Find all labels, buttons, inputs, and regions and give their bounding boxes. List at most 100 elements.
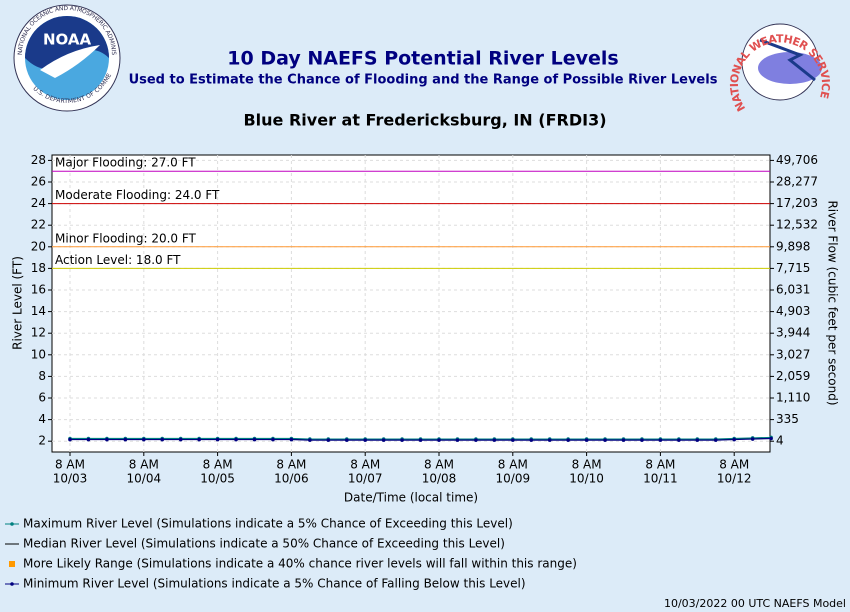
series-point	[584, 438, 589, 442]
series-point	[160, 437, 165, 442]
series-point	[86, 437, 91, 442]
legend-label: Median River Level (Simulations indicate…	[23, 537, 505, 551]
y-tick-label: 6	[38, 391, 46, 405]
threshold-label: Minor Flooding: 20.0 FT	[55, 231, 197, 245]
y2-tick-label: 49,706	[776, 153, 818, 167]
x-tick-label: 8 AM	[424, 458, 454, 472]
y2-tick-label: 6,031	[776, 283, 810, 297]
threshold-label: Action Level: 18.0 FT	[55, 253, 181, 267]
x-tick-label: 8 AM	[350, 458, 380, 472]
y-tick-label: 20	[31, 239, 46, 253]
x-tick-label: 8 AM	[645, 458, 675, 472]
series-point	[68, 437, 72, 442]
series-point	[234, 437, 238, 442]
x-tick-label: 8 AM	[55, 458, 85, 472]
series-point	[123, 437, 128, 442]
x-tick-label: 10/11	[643, 472, 678, 486]
x-tick-label: 8 AM	[572, 458, 602, 472]
series-point	[363, 438, 368, 442]
series-point	[658, 438, 663, 442]
series-point	[474, 438, 478, 442]
legend-label: More Likely Range (Simulations indicate …	[23, 557, 577, 571]
y2-tick-label: 3,027	[776, 347, 810, 361]
series-point	[289, 437, 294, 442]
series-point	[529, 438, 534, 442]
y-tick-label: 28	[31, 153, 46, 167]
series-point	[197, 437, 201, 442]
series-point	[215, 437, 220, 442]
series-point	[511, 438, 515, 442]
plot-area	[51, 154, 771, 453]
series-point	[252, 437, 257, 442]
x-tick-label: 10/12	[717, 472, 752, 486]
station-title: Blue River at Fredericksburg, IN (FRDI3)	[243, 111, 606, 130]
legend-swatch	[10, 582, 14, 586]
series-point	[418, 438, 423, 442]
y2-tick-label: 4,903	[776, 304, 810, 318]
y2-tick-label: 12,532	[776, 218, 818, 232]
y-tick-label: 24	[31, 196, 46, 210]
series-point	[750, 437, 755, 441]
x-tick-label: 10/10	[569, 472, 604, 486]
series-point	[105, 437, 109, 442]
series-point	[492, 438, 497, 442]
series-point	[455, 438, 460, 442]
series-point	[732, 437, 736, 442]
series-point	[547, 438, 552, 442]
x-tick-label: 10/08	[422, 472, 457, 486]
y2-tick-label: 4	[776, 434, 784, 448]
x-tick-label: 8 AM	[498, 458, 528, 472]
x-tick-label: 10/07	[348, 472, 383, 486]
legend-swatch	[10, 522, 14, 526]
x-tick-label: 8 AM	[129, 458, 159, 472]
series-point	[142, 437, 146, 442]
y2-tick-label: 1,110	[776, 391, 810, 405]
noaa-name: NOAA	[43, 31, 92, 49]
y2-axis-label: River Flow (cubic feet per second)	[826, 200, 840, 405]
y2-tick-label: 7,715	[776, 261, 810, 275]
series-point	[381, 438, 386, 442]
series-point	[271, 437, 275, 442]
y-tick-label: 4	[38, 412, 46, 426]
series-point	[677, 438, 681, 442]
y-tick-label: 26	[31, 175, 46, 189]
y2-tick-label: 335	[776, 412, 799, 426]
nws-logo: NATIONAL WEATHER SERVICE	[728, 23, 832, 114]
x-tick-label: 8 AM	[276, 458, 306, 472]
y-tick-label: 10	[31, 347, 46, 361]
x-tick-label: 10/03	[53, 472, 88, 486]
series-point	[769, 436, 773, 441]
threshold-label: Major Flooding: 27.0 FT	[55, 156, 196, 170]
y2-tick-label: 3,944	[776, 326, 810, 340]
series-point	[178, 437, 183, 442]
series-point	[713, 438, 718, 442]
y2-tick-label: 2,059	[776, 369, 810, 383]
y-tick-label: 12	[31, 326, 46, 340]
chart-subtitle: Used to Estimate the Chance of Flooding …	[129, 73, 718, 88]
y-tick-label: 22	[31, 218, 46, 232]
series-point	[400, 438, 404, 442]
legend-swatch	[9, 561, 15, 567]
x-axis-label: Date/Time (local time)	[344, 491, 478, 505]
y-tick-label: 2	[38, 434, 46, 448]
series-point	[603, 438, 607, 442]
series-point	[566, 438, 570, 442]
y-tick-label: 16	[31, 283, 46, 297]
y2-tick-label: 9,898	[776, 239, 810, 253]
x-tick-label: 8 AM	[203, 458, 233, 472]
series-point	[621, 438, 626, 442]
y2-tick-label: 17,203	[776, 196, 818, 210]
x-tick-label: 10/09	[496, 472, 531, 486]
series-point	[695, 438, 700, 442]
series-point	[326, 438, 331, 442]
x-tick-label: 10/04	[127, 472, 162, 486]
y-tick-label: 14	[31, 304, 46, 318]
x-tick-label: 8 AM	[719, 458, 749, 472]
footer: 10/03/2022 00 UTC NAEFS Model	[664, 597, 846, 610]
y-tick-label: 18	[31, 261, 46, 275]
series-point	[437, 438, 441, 442]
series-point	[308, 438, 312, 442]
y2-tick-label: 28,277	[776, 175, 818, 189]
